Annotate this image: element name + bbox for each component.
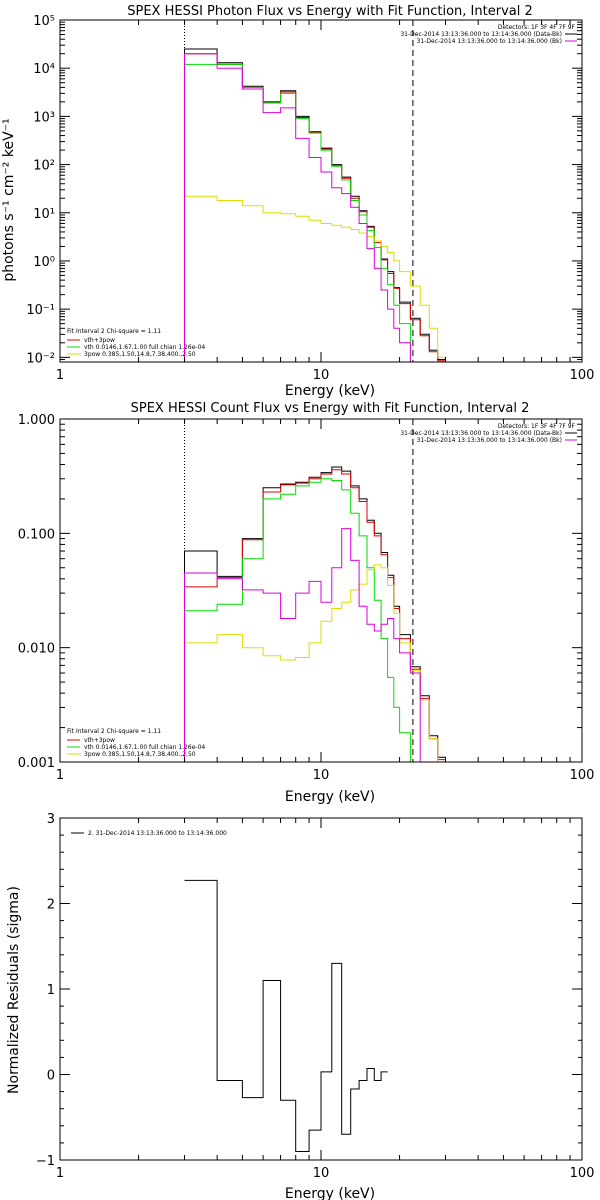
residuals-y-tick-label: 3 xyxy=(47,812,55,827)
photon-legend-vth: vth 0.0146,1.67,1.00 full chian 1.26e-04 xyxy=(84,344,205,351)
photon-y-tick-label: 10³ xyxy=(33,110,55,125)
count-legend-vth-3pow: vth+3pow xyxy=(84,737,115,744)
count-x-tick-label: 10 xyxy=(313,768,330,783)
photon-legend-3pow: 3pow 0.385,1.50,14.8,7.38,400.,2.50 xyxy=(84,351,196,358)
photon-y-tick-label: 10¹ xyxy=(33,207,55,222)
residuals-y-tick-label: 2 xyxy=(47,898,55,913)
residuals-y-tick-label: 0 xyxy=(47,1069,55,1084)
count-detectors-text: Detectors: 1F 3F 4F 7F 9F xyxy=(498,423,576,430)
count-legend-fit: Fit Interval 2 Chi-square = 1.11 xyxy=(67,728,161,735)
count-legend-vth: vth 0.0146,1.67,1.00 full chian 1.26e-04 xyxy=(84,744,205,751)
count-series-vth xyxy=(184,478,421,762)
photon-legend-vth-3pow: vth+3pow xyxy=(84,337,115,344)
photon-y-tick-label: 10⁻¹ xyxy=(26,303,55,318)
photon-header-data-bk: 31-Dec-2014 13:13:36.000 to 13:14:36.000… xyxy=(400,31,562,38)
count-series-total xyxy=(184,466,446,762)
residuals-x-axis-label: Energy (keV) xyxy=(285,1186,375,1200)
photon-legend-fit: Fit Interval 2 Chi-square = 1.11 xyxy=(67,328,161,335)
count-x-tick-label: 1 xyxy=(56,768,64,783)
residuals-y-tick-label: −1 xyxy=(36,1154,55,1169)
count-x-tick-label: 100 xyxy=(570,768,595,783)
photon-series-3pow xyxy=(184,195,446,362)
count-y-tick-label: 0.100 xyxy=(18,527,55,542)
count-chart-title: SPEX HESSI Count Flux vs Energy with Fit… xyxy=(131,401,530,416)
count-header-data-bk: 31-Dec-2014 13:13:36.000 to 13:14:36.000… xyxy=(400,430,562,437)
residuals-x-tick-label: 100 xyxy=(570,1166,595,1181)
photon-y-tick-label: 10⁰ xyxy=(33,255,55,270)
photon-header-bk: 31-Dec-2014 13:13:36.000 to 13:14:36.000… xyxy=(417,38,562,45)
photon-x-tick-label: 1 xyxy=(56,368,64,383)
count-x-axis-label: Energy (keV) xyxy=(285,789,375,805)
count-series-bk xyxy=(184,528,421,762)
residuals-legend-text: 2. 31-Dec-2014 13:13:36.000 to 13:14:36.… xyxy=(88,830,227,837)
count-y-tick-label: 1.000 xyxy=(18,413,55,428)
photon-series-total xyxy=(184,48,446,362)
photon-y-tick-label: 10⁻² xyxy=(26,351,55,366)
photon-y-tick-label: 10⁵ xyxy=(33,14,55,29)
photon-y-tick-label: 10⁴ xyxy=(33,62,55,77)
photon-y-tick-label: 10² xyxy=(33,159,55,174)
photon-plot-frame xyxy=(59,19,583,363)
photon-chart-title: SPEX HESSI Photon Flux vs Energy with Fi… xyxy=(127,4,533,19)
photon-detectors-text: Detectors: 1F 3F 4F 7F 9F xyxy=(498,24,576,31)
photon-x-axis-label: Energy (keV) xyxy=(285,383,375,399)
photon-x-tick-label: 100 xyxy=(570,368,595,383)
photon-x-tick-label: 10 xyxy=(313,368,330,383)
residuals-series-total xyxy=(184,879,388,1152)
count-series-vth-3pow xyxy=(184,469,446,762)
photon-y-axis-label: photons s⁻¹ cm⁻² keV⁻¹ xyxy=(1,118,17,281)
residuals-y-axis-label: Normalized Residuals (sigma) xyxy=(6,886,22,1094)
residuals-x-tick-label: 10 xyxy=(313,1166,330,1181)
residuals-panel: Energy (keV) Normalized Residuals (sigma… xyxy=(6,812,594,1200)
count-legend-3pow: 3pow 0.385,1.50,14.8,7.38,400.,2.50 xyxy=(84,751,196,758)
count-header-bk: 31-Dec-2014 13:13:36.000 to 13:14:36.000… xyxy=(417,437,562,444)
residuals-y-tick-label: 1 xyxy=(47,983,55,998)
residuals-x-tick-label: 1 xyxy=(56,1166,64,1181)
count-flux-panel: SPEX HESSI Count Flux vs Energy with Fit… xyxy=(18,401,595,805)
photon-flux-panel: SPEX HESSI Photon Flux vs Energy with Fi… xyxy=(1,4,594,399)
photon-series-vth xyxy=(184,63,421,362)
count-y-tick-label: 0.010 xyxy=(18,642,55,657)
photon-series-vth-3pow xyxy=(184,53,446,362)
count-y-tick-label: 0.001 xyxy=(18,756,55,771)
photon-series-bk xyxy=(184,53,411,362)
